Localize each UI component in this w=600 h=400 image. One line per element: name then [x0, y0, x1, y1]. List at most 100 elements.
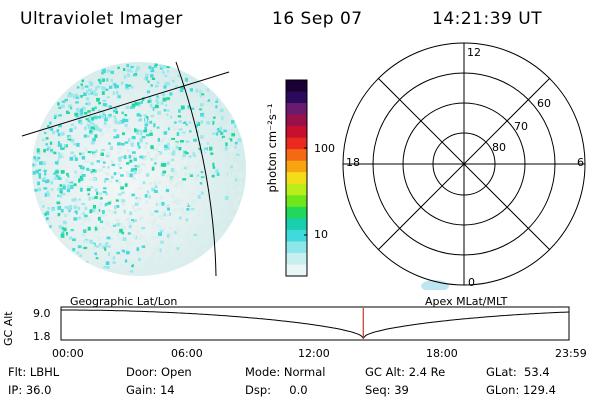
emission-pixel	[155, 261, 160, 264]
emission-pixel	[129, 270, 134, 273]
emission-pixel	[198, 161, 201, 164]
emission-pixel	[204, 106, 208, 110]
emission-pixel	[172, 127, 177, 131]
emission-pixel	[36, 151, 41, 155]
emission-pixel	[80, 121, 83, 125]
emission-pixel	[124, 183, 128, 187]
emission-pixel	[60, 170, 65, 174]
emission-pixel	[151, 166, 155, 171]
emission-pixel	[113, 83, 117, 87]
emission-pixel	[92, 138, 96, 142]
emission-pixel	[171, 158, 175, 162]
emission-pixel	[91, 172, 96, 176]
emission-pixel	[140, 162, 144, 166]
emission-pixel	[44, 172, 47, 176]
emission-pixel	[116, 218, 120, 223]
emission-pixel	[39, 161, 43, 165]
emission-pixel	[239, 194, 244, 198]
emission-pixel	[231, 114, 235, 119]
emission-pixel	[147, 100, 151, 104]
emission-pixel	[73, 175, 78, 179]
latitude-line	[21, 71, 230, 137]
emission-pixel	[145, 200, 149, 204]
emission-pixel	[166, 97, 170, 101]
emission-pixel	[214, 135, 219, 140]
emission-pixel	[74, 126, 77, 130]
emission-pixel	[225, 178, 229, 182]
emission-pixel	[212, 162, 215, 167]
emission-pixel	[206, 159, 211, 162]
emission-pixel	[133, 235, 136, 239]
emission-pixel	[73, 154, 77, 158]
emission-pixel	[150, 253, 154, 257]
emission-pixel	[201, 177, 204, 182]
emission-pixel	[180, 105, 185, 110]
emission-pixel	[164, 214, 169, 217]
emission-pixel	[94, 195, 98, 199]
emission-pixel	[142, 97, 145, 101]
emission-pixel	[217, 130, 222, 133]
emission-pixel	[162, 97, 167, 102]
emission-pixel	[112, 230, 116, 233]
emission-pixel	[79, 170, 84, 175]
emission-pixel	[162, 212, 166, 217]
emission-pixel	[135, 266, 139, 271]
emission-pixel	[240, 145, 244, 148]
emission-pixel	[236, 196, 241, 200]
emission-pixel	[147, 268, 150, 272]
emission-pixel	[178, 200, 181, 205]
emission-pixel	[90, 126, 94, 129]
emission-pixel	[128, 154, 132, 159]
emission-pixel	[100, 77, 103, 81]
emission-pixel	[207, 105, 211, 110]
info-dsp: Dsp: 0.0	[245, 383, 308, 397]
emission-pixel	[91, 107, 95, 112]
emission-pixel	[77, 245, 82, 249]
emission-pixel	[81, 79, 84, 82]
emission-pixel	[234, 141, 238, 145]
emission-pixel	[122, 228, 126, 231]
emission-pixel	[58, 106, 62, 110]
emission-pixel	[216, 217, 220, 222]
emission-pixel	[66, 184, 71, 189]
emission-pixel	[172, 79, 175, 83]
emission-pixel	[129, 211, 133, 216]
emission-pixel	[112, 256, 115, 260]
emission-pixel	[126, 246, 129, 249]
emission-pixel	[214, 215, 217, 218]
emission-pixel	[113, 172, 117, 176]
emission-pixel	[205, 109, 208, 112]
emission-pixel	[165, 127, 168, 131]
emission-pixel	[143, 145, 147, 150]
emission-pixel	[110, 78, 113, 82]
emission-pixel	[190, 107, 195, 110]
emission-pixel	[156, 97, 160, 101]
emission-pixel	[153, 157, 158, 161]
emission-pixel	[50, 188, 54, 191]
emission-pixel	[102, 103, 107, 107]
emission-pixel	[168, 235, 172, 238]
emission-pixel	[170, 110, 173, 115]
emission-pixel	[99, 197, 103, 200]
emission-pixel	[76, 251, 80, 255]
emission-pixel	[97, 216, 101, 221]
emission-pixel	[225, 142, 228, 147]
emission-pixel	[106, 69, 111, 73]
emission-pixel	[64, 243, 67, 248]
emission-pixel	[117, 156, 122, 160]
colorbar-segment	[286, 252, 307, 266]
emission-pixel	[147, 243, 151, 246]
emission-pixel	[157, 137, 160, 142]
emission-pixel	[116, 222, 121, 227]
emission-pixel	[54, 177, 58, 180]
emission-pixel	[97, 266, 100, 270]
emission-pixel	[94, 106, 97, 110]
emission-pixel	[118, 147, 123, 150]
emission-pixel	[224, 132, 227, 136]
emission-pixel	[175, 174, 178, 177]
emission-pixel	[116, 230, 120, 234]
emission-pixel	[180, 243, 184, 248]
emission-pixel	[173, 73, 178, 77]
emission-pixel	[169, 68, 173, 72]
emission-pixel	[82, 251, 86, 256]
